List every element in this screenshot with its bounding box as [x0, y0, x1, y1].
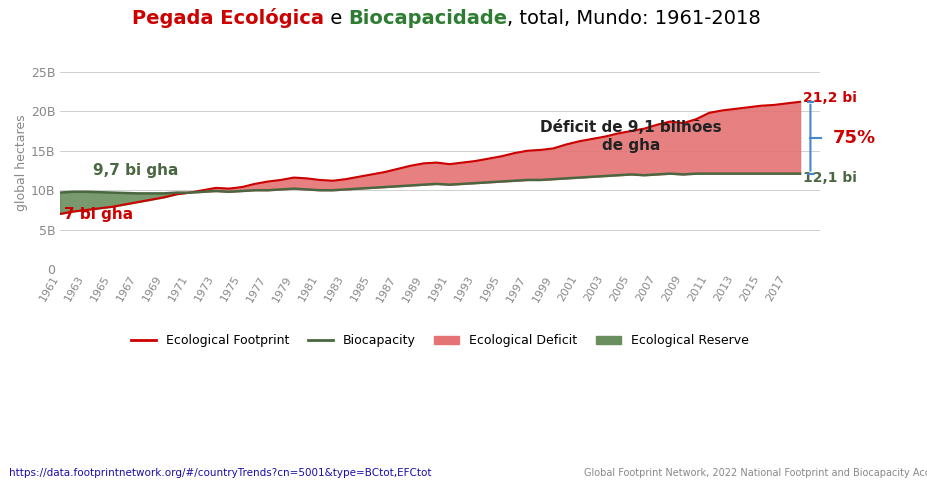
Text: 75%: 75% [832, 129, 876, 147]
Text: Global Footprint Network, 2022 National Footprint and Biocapacity Accounts: Global Footprint Network, 2022 National … [584, 468, 927, 478]
Text: 7 bi gha: 7 bi gha [64, 207, 133, 222]
Text: Biocapacidade: Biocapacidade [348, 9, 507, 28]
Y-axis label: global hectares: global hectares [15, 114, 28, 211]
Legend: Ecological Footprint, Biocapacity, Ecological Deficit, Ecological Reserve: Ecological Footprint, Biocapacity, Ecolo… [125, 330, 754, 352]
Text: 12,1 bi: 12,1 bi [803, 171, 857, 185]
Text: Déficit de 9,1 bilhões
de gha: Déficit de 9,1 bilhões de gha [540, 120, 722, 153]
Text: 21,2 bi: 21,2 bi [803, 91, 857, 105]
Text: https://data.footprintnetwork.org/#/countryTrends?cn=5001&type=BCtot,EFCtot: https://data.footprintnetwork.org/#/coun… [9, 468, 432, 478]
Text: , total, Mundo: 1961-2018: , total, Mundo: 1961-2018 [507, 9, 761, 28]
Text: 9,7 bi gha: 9,7 bi gha [93, 163, 178, 178]
Text: Pegada Ecológica: Pegada Ecológica [132, 8, 324, 28]
Text: e: e [324, 9, 348, 28]
